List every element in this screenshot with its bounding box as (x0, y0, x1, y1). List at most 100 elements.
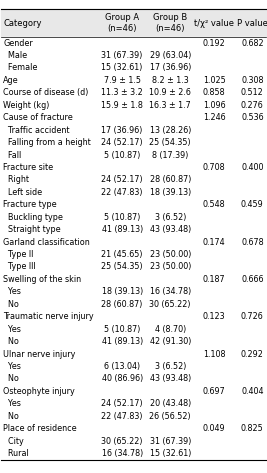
Bar (1, 360, 266, 373)
Text: Swelling of the skin: Swelling of the skin (3, 275, 81, 284)
Text: 40 (86.96): 40 (86.96) (101, 375, 143, 384)
Text: 0.292: 0.292 (241, 350, 264, 359)
Text: 1.096: 1.096 (203, 101, 226, 110)
Text: 0.666: 0.666 (241, 275, 264, 284)
Text: 0.187: 0.187 (203, 275, 226, 284)
Bar (1, 273, 266, 286)
Text: Fracture type: Fracture type (3, 200, 57, 209)
Text: 8.2 ± 1.3: 8.2 ± 1.3 (152, 76, 189, 85)
Text: Course of disease (d): Course of disease (d) (3, 88, 89, 97)
Text: 24 (52.17): 24 (52.17) (101, 399, 143, 408)
Bar (1, 149, 266, 161)
Bar (1, 435, 266, 447)
Bar (1, 248, 266, 261)
Text: No: No (3, 300, 19, 309)
Text: 0.708: 0.708 (203, 163, 226, 172)
Bar (1, 124, 266, 136)
Text: 11.3 ± 3.2: 11.3 ± 3.2 (101, 88, 143, 97)
Bar (1, 186, 266, 199)
Bar (1, 37, 266, 49)
Text: 10.9 ± 2.6: 10.9 ± 2.6 (149, 88, 191, 97)
Text: 5 (10.87): 5 (10.87) (104, 213, 140, 222)
Text: 26 (56.52): 26 (56.52) (150, 412, 191, 421)
Text: 18 (39.13): 18 (39.13) (101, 288, 143, 297)
Text: 15 (32.61): 15 (32.61) (101, 63, 143, 72)
Text: 0.726: 0.726 (241, 312, 264, 321)
Text: Group A
(n=46): Group A (n=46) (105, 13, 139, 33)
Text: 5 (10.87): 5 (10.87) (104, 150, 140, 159)
Bar (1, 99, 266, 112)
Bar (1, 422, 266, 435)
Text: 0.512: 0.512 (241, 88, 264, 97)
Text: Weight (kg): Weight (kg) (3, 101, 50, 110)
Text: No: No (3, 375, 19, 384)
Text: 31 (67.39): 31 (67.39) (101, 51, 143, 60)
Bar (1, 74, 266, 87)
Text: No: No (3, 337, 19, 346)
Text: 1.246: 1.246 (203, 113, 226, 122)
Text: 28 (60.87): 28 (60.87) (101, 300, 143, 309)
Text: 22 (47.83): 22 (47.83) (101, 412, 143, 421)
Text: 24 (52.17): 24 (52.17) (101, 175, 143, 184)
Text: 0.308: 0.308 (241, 76, 264, 85)
Text: 3 (6.52): 3 (6.52) (155, 362, 186, 371)
Bar (1, 261, 266, 273)
Bar (1, 174, 266, 186)
Bar (1, 211, 266, 223)
Text: 6 (13.04): 6 (13.04) (104, 362, 140, 371)
Bar (1, 9, 266, 37)
Bar (1, 223, 266, 236)
Bar (1, 373, 266, 385)
Text: Type III: Type III (3, 263, 36, 272)
Text: Traumatic nerve injury: Traumatic nerve injury (3, 312, 94, 321)
Text: 0.459: 0.459 (241, 200, 264, 209)
Bar (1, 236, 266, 248)
Text: 28 (60.87): 28 (60.87) (150, 175, 191, 184)
Text: 41 (89.13): 41 (89.13) (101, 337, 143, 346)
Text: 23 (50.00): 23 (50.00) (150, 250, 191, 259)
Text: Ulnar nerve injury: Ulnar nerve injury (3, 350, 76, 359)
Text: Traffic accident: Traffic accident (3, 126, 70, 135)
Text: 0.276: 0.276 (241, 101, 264, 110)
Text: 16.3 ± 1.7: 16.3 ± 1.7 (149, 101, 191, 110)
Text: Yes: Yes (3, 324, 21, 333)
Text: No: No (3, 412, 19, 421)
Text: Buckling type: Buckling type (3, 213, 63, 222)
Text: 0.400: 0.400 (241, 163, 264, 172)
Text: Yes: Yes (3, 399, 21, 408)
Bar (1, 199, 266, 211)
Text: 8 (17.39): 8 (17.39) (152, 150, 189, 159)
Text: 7.9 ± 1.5: 7.9 ± 1.5 (104, 76, 141, 85)
Text: 21 (45.65): 21 (45.65) (101, 250, 143, 259)
Text: 0.548: 0.548 (203, 200, 226, 209)
Bar (1, 310, 266, 323)
Bar (1, 385, 266, 398)
Bar (1, 398, 266, 410)
Text: Gender: Gender (3, 38, 33, 48)
Text: 29 (63.04): 29 (63.04) (150, 51, 191, 60)
Text: Group B
(n=46): Group B (n=46) (153, 13, 187, 33)
Bar (1, 410, 266, 422)
Text: 43 (93.48): 43 (93.48) (150, 375, 191, 384)
Text: Fracture site: Fracture site (3, 163, 53, 172)
Text: 13 (28.26): 13 (28.26) (150, 126, 191, 135)
Text: City: City (3, 437, 24, 446)
Bar (1, 136, 266, 149)
Text: Male: Male (3, 51, 27, 60)
Text: Left side: Left side (3, 188, 42, 197)
Text: 16 (34.78): 16 (34.78) (150, 288, 191, 297)
Text: 17 (36.96): 17 (36.96) (150, 63, 191, 72)
Text: Right: Right (3, 175, 29, 184)
Text: Rural: Rural (3, 449, 29, 458)
Bar (1, 87, 266, 99)
Text: Straight type: Straight type (3, 225, 61, 234)
Text: 0.682: 0.682 (241, 38, 264, 48)
Text: 42 (91.30): 42 (91.30) (150, 337, 191, 346)
Text: 0.825: 0.825 (241, 424, 264, 433)
Text: 0.174: 0.174 (203, 237, 226, 246)
Bar (1, 161, 266, 174)
Text: 0.697: 0.697 (203, 387, 226, 396)
Bar (1, 298, 266, 310)
Text: 0.678: 0.678 (241, 237, 264, 246)
Text: Place of residence: Place of residence (3, 424, 77, 433)
